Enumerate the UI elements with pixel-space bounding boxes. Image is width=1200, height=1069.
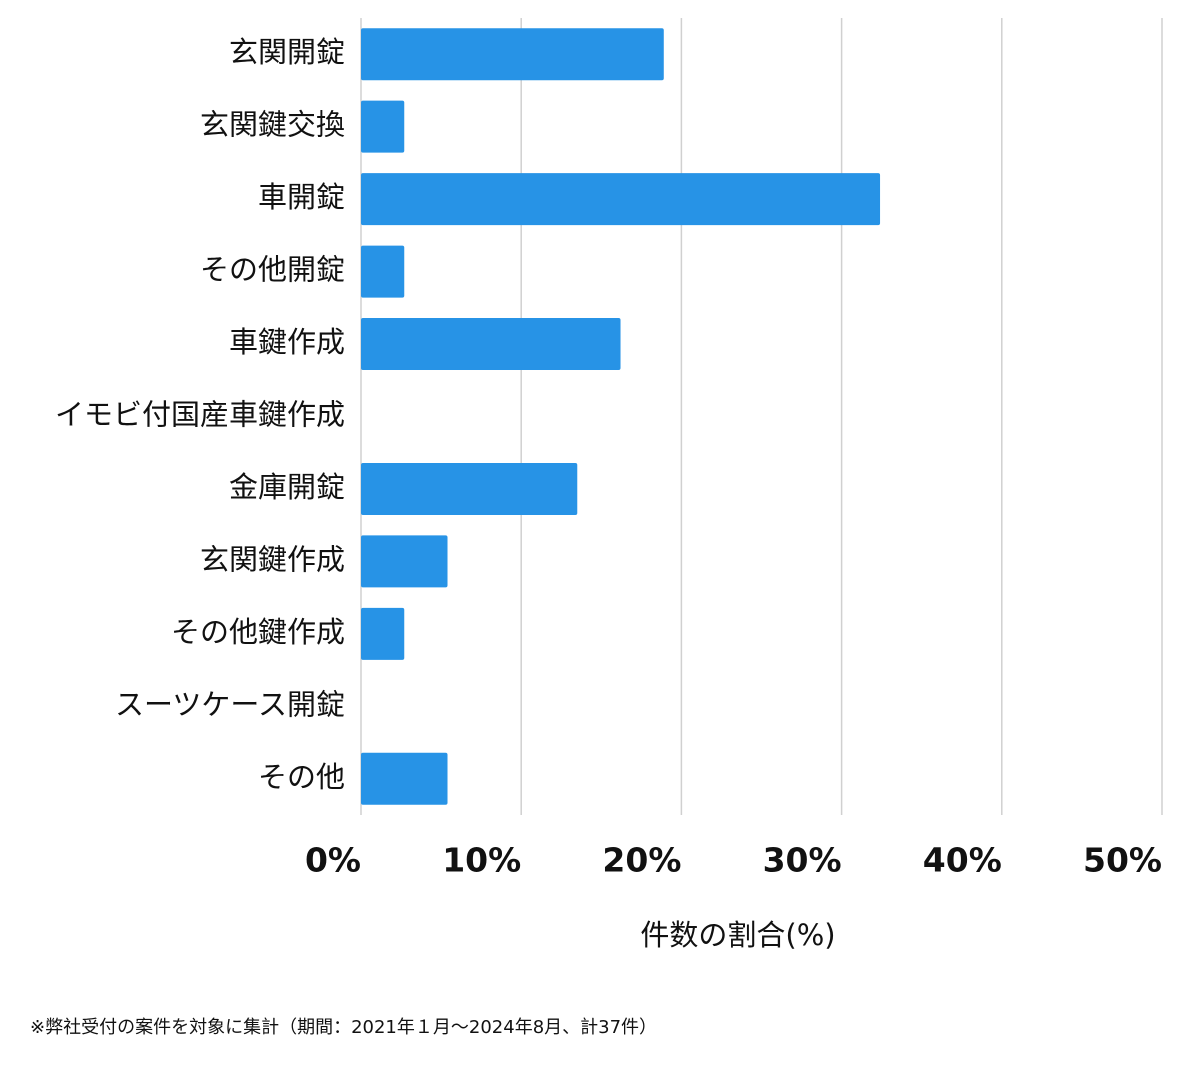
x-tick-label: 30%: [763, 841, 842, 880]
y-tick-label: 車鍵作成: [229, 325, 345, 359]
y-tick-label: 玄関鍵交換: [200, 108, 345, 142]
x-tick-label: 20%: [602, 841, 681, 880]
bar: [361, 245, 405, 298]
bar: [361, 607, 405, 660]
bar: [361, 535, 448, 588]
bar: [361, 752, 448, 805]
bar: [361, 28, 664, 81]
x-tick-label: 50%: [1083, 841, 1162, 880]
bar: [361, 173, 881, 226]
y-tick-label: 車開錠: [258, 180, 345, 214]
y-tick-label: その他鍵作成: [171, 615, 345, 649]
y-tick-label: その他開錠: [200, 253, 345, 287]
x-tick-label: 40%: [923, 841, 1002, 880]
y-tick-label: 玄関鍵作成: [200, 542, 345, 576]
y-tick-label: 金庫開錠: [229, 470, 345, 504]
bar: [361, 318, 621, 371]
y-tick-label: スーツケース開錠: [115, 687, 345, 721]
bar: [361, 462, 578, 515]
y-tick-label: イモビ付国産車鍵作成: [55, 398, 345, 432]
y-tick-label: 玄関開錠: [229, 35, 345, 69]
bar: [361, 100, 405, 153]
y-tick-label: その他: [258, 760, 345, 794]
x-tick-label: 10%: [442, 841, 521, 880]
footnote: ※弊社受付の案件を対象に集計（期間：2021年１月〜2024年8月、計37件）: [30, 1017, 657, 1038]
x-tick-label: 0%: [305, 841, 361, 880]
x-axis-title: 件数の割合(%): [640, 918, 835, 952]
